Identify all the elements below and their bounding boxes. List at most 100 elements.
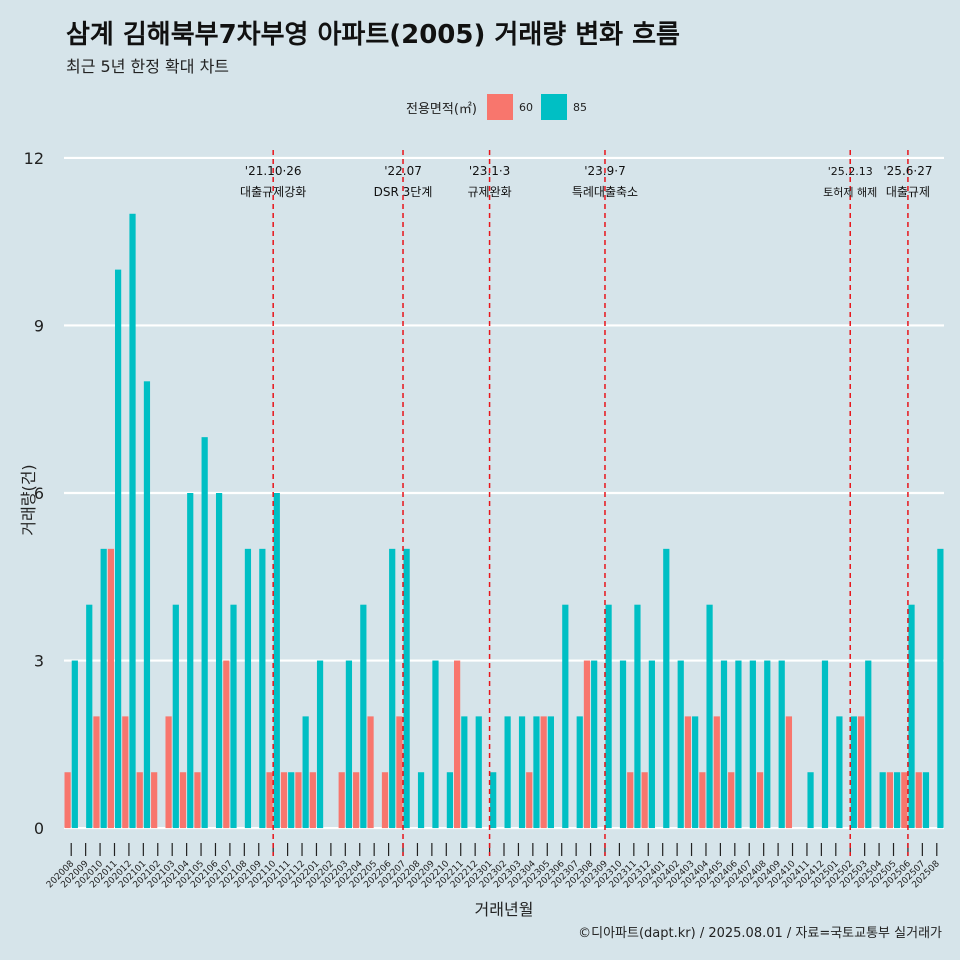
- bar-85: [764, 660, 771, 829]
- bar-60: [396, 716, 403, 829]
- bar-85: [605, 604, 612, 829]
- bar-85: [302, 716, 309, 829]
- bar-60: [338, 772, 345, 829]
- event-name-label: 토허제 해제: [823, 185, 877, 199]
- bar-60: [526, 772, 533, 829]
- bar-85: [417, 772, 425, 829]
- bar-60: [93, 716, 100, 829]
- bar-60: [136, 772, 143, 829]
- bar-60: [194, 772, 201, 829]
- bar-85: [86, 604, 93, 829]
- event-date-label: '21.10·26: [245, 164, 302, 178]
- bar-60: [122, 716, 129, 829]
- bar-60: [295, 772, 302, 829]
- bar-85: [850, 716, 857, 829]
- bar-60: [713, 716, 720, 829]
- bar-60: [540, 716, 547, 829]
- bar-60: [454, 660, 461, 829]
- legend-key-60: [486, 94, 513, 120]
- event-name-label: 대출규제강화: [240, 185, 306, 199]
- bar-60: [901, 772, 908, 829]
- bar-85: [504, 716, 511, 829]
- bar-60: [151, 772, 158, 829]
- y-tick-label: 12: [24, 149, 44, 168]
- bar-85: [533, 716, 540, 829]
- y-tick-label: 9: [34, 316, 44, 335]
- event-date-label: '23.1·3: [469, 164, 510, 178]
- bar-85: [316, 660, 324, 829]
- bar-85: [749, 660, 756, 829]
- bar-60: [915, 772, 922, 829]
- bar-85: [475, 716, 482, 829]
- bar-85: [389, 548, 396, 829]
- event-name-label: 특례대출축소: [572, 185, 638, 199]
- bar-85: [562, 604, 569, 829]
- y-tick-label: 0: [34, 819, 44, 838]
- bar-60: [280, 772, 288, 829]
- bar-85: [490, 772, 497, 829]
- bar-60: [367, 716, 374, 829]
- bar-85: [735, 660, 742, 829]
- y-axis-title: 거래량(건): [19, 464, 38, 535]
- bar-85: [720, 660, 728, 829]
- bar-85: [807, 772, 814, 829]
- bar-85: [273, 493, 280, 829]
- bar-60: [381, 772, 389, 829]
- event-date-label: '25.6·27: [883, 164, 932, 178]
- bar-85: [201, 437, 208, 829]
- bar-85: [821, 660, 829, 829]
- bar-85: [634, 604, 641, 829]
- event-name-label: 대출규제: [886, 185, 930, 199]
- bar-85: [778, 660, 785, 829]
- bar-85: [114, 269, 122, 829]
- bar-60: [641, 772, 648, 829]
- event-date-label: '22.07: [384, 164, 422, 178]
- bar-60: [353, 772, 360, 829]
- bar-60: [165, 716, 172, 829]
- y-tick-label: 3: [34, 652, 44, 671]
- bar-85: [259, 548, 266, 829]
- bar-85: [591, 660, 598, 829]
- bar-85: [894, 772, 901, 829]
- bar-85: [71, 660, 78, 829]
- bar-60: [785, 716, 793, 829]
- bar-85: [360, 604, 367, 829]
- bar-85: [706, 604, 713, 829]
- bar-60: [179, 772, 187, 829]
- bar-85: [215, 493, 223, 829]
- bar-85: [576, 716, 583, 829]
- bar-60: [266, 772, 273, 829]
- bar-85: [692, 716, 699, 829]
- bar-85: [518, 716, 526, 829]
- bar-60: [886, 772, 894, 829]
- bar-60: [857, 716, 865, 829]
- bar-85: [403, 548, 410, 829]
- bar-60: [756, 772, 764, 829]
- bar-85: [663, 548, 670, 829]
- bar-60: [223, 660, 230, 829]
- bar-85: [100, 548, 107, 829]
- bar-85: [172, 604, 179, 829]
- bar-85: [677, 660, 684, 829]
- bar-60: [64, 772, 71, 829]
- chart-subtitle: 최근 5년 한정 확대 차트: [66, 57, 230, 76]
- bar-85: [908, 604, 915, 829]
- bar-60: [627, 772, 634, 829]
- bar-85: [547, 716, 554, 829]
- source-caption: ©디아파트(dapt.kr) / 2025.08.01 / 자료=국토교통부 실…: [578, 926, 942, 941]
- legend-label-60: 60: [518, 100, 533, 114]
- bar-85: [922, 772, 930, 829]
- event-date-label: '25.2.13: [828, 165, 873, 178]
- legend: 전용면적(㎡) 60 85: [406, 92, 595, 122]
- bar-60: [107, 548, 114, 829]
- event-date-label: '23.9·7: [584, 164, 625, 178]
- bar-60: [309, 772, 316, 829]
- bar-60: [699, 772, 706, 829]
- bar-85: [143, 381, 151, 829]
- bar-85: [879, 772, 886, 829]
- event-name-label: 규제완화: [467, 185, 511, 199]
- bar-85: [865, 660, 872, 829]
- bar-85: [187, 493, 194, 829]
